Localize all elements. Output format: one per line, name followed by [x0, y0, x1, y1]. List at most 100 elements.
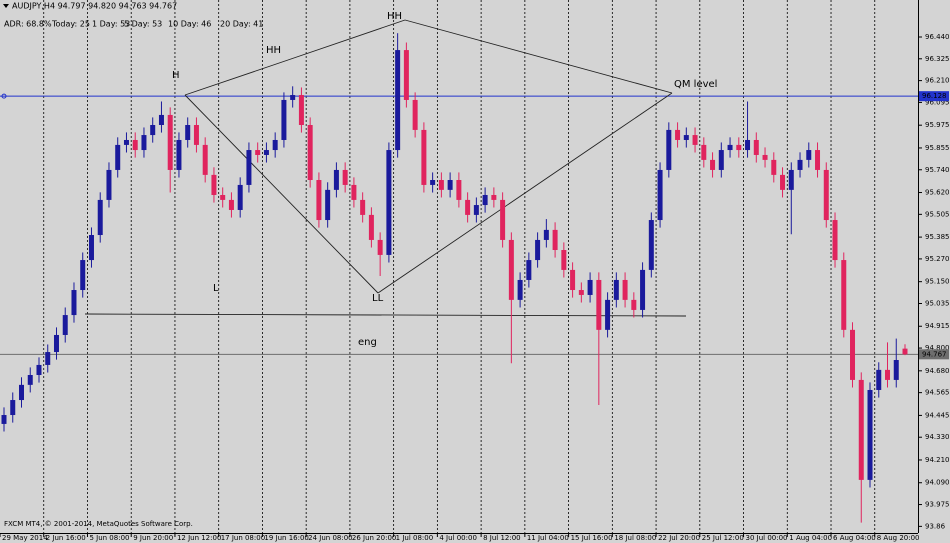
- candle-body: [62, 315, 68, 335]
- candle-body: [342, 169, 348, 185]
- y-tick-label: 94.330: [925, 433, 950, 441]
- x-tick-label: 24 Jun 08:00: [308, 534, 352, 542]
- candle-body: [421, 129, 427, 185]
- candle-body: [465, 199, 471, 215]
- x-tick-label: 6 Aug 04:00: [833, 534, 876, 542]
- candle-body: [45, 352, 51, 365]
- candle-body: [106, 169, 112, 200]
- x-tick-label: 18 Jul 08:00: [614, 534, 656, 542]
- candle-body: [648, 220, 654, 270]
- candle-body: [613, 279, 619, 300]
- candle-body: [150, 124, 156, 136]
- candle-body: [893, 360, 899, 380]
- candle-body: [88, 235, 94, 261]
- candle-body: [27, 374, 33, 385]
- candle-body: [683, 135, 689, 140]
- candle-body: [867, 389, 873, 480]
- candle-body: [605, 299, 611, 330]
- candle-body: [473, 205, 479, 215]
- candle-body: [727, 144, 733, 151]
- annotation: HH: [387, 11, 402, 22]
- symbol-icon: [3, 4, 9, 8]
- candle-body: [902, 348, 908, 355]
- candle-body: [788, 169, 794, 190]
- price-label: 96.128: [922, 92, 947, 100]
- candle-body: [841, 260, 847, 330]
- candle-body: [762, 154, 768, 160]
- candle-body: [10, 400, 16, 416]
- candle-body: [771, 159, 777, 175]
- anchor-point: [1, 93, 7, 99]
- candle-body: [797, 159, 803, 170]
- candle-body: [316, 180, 322, 221]
- candle-body: [176, 139, 182, 170]
- y-tick-label: 95.740: [925, 166, 950, 174]
- y-tick-label: 95.150: [925, 278, 950, 286]
- candle-body: [263, 150, 269, 155]
- y-tick-label: 95.270: [925, 255, 950, 263]
- candle-body: [815, 150, 821, 170]
- candle-body: [97, 199, 103, 236]
- candle-body: [858, 379, 864, 480]
- y-tick-label: 95.505: [925, 210, 950, 218]
- x-tick-label: 12 Jun 12:00: [177, 534, 221, 542]
- candle-body: [368, 214, 374, 240]
- candle-body: [237, 184, 243, 210]
- candle-body: [246, 150, 252, 185]
- candle-body: [307, 124, 313, 181]
- candle-body: [193, 124, 199, 145]
- candle-body: [561, 249, 567, 270]
- x-tick-label: 11 Jul 04:00: [527, 534, 569, 542]
- y-tick-label: 95.855: [925, 144, 950, 152]
- candle-body: [753, 139, 759, 155]
- y-tick-label: 96.095: [925, 98, 950, 106]
- trend-line: [84, 313, 687, 317]
- annotation: L: [213, 283, 219, 294]
- candle-body: [745, 139, 751, 151]
- candle-body: [631, 299, 637, 310]
- candle-body: [482, 194, 488, 206]
- x-tick-label: 19 Jun 16:00: [264, 534, 308, 542]
- candle-body: [710, 159, 716, 170]
- adr-item: Today: 25: [51, 20, 90, 29]
- candle-body: [508, 239, 514, 300]
- y-tick-label: 96.210: [925, 77, 950, 85]
- candle-body: [202, 144, 208, 175]
- y-tick-label: 94.210: [925, 456, 950, 464]
- adr-item: 20 Day: 41: [220, 20, 263, 29]
- candle-body: [115, 144, 121, 170]
- chart-title: AUDJPY,H4 94.797 94.820 94.763 94.767: [12, 2, 177, 11]
- candle-body: [360, 199, 366, 215]
- trend-line: [287, 19, 406, 61]
- candle-body: [491, 194, 497, 200]
- y-tick-label: 94.090: [925, 479, 950, 487]
- candle-body: [535, 239, 541, 261]
- footer: FXCM MT4, © 2001-2014, MetaQuotes Softwa…: [4, 520, 193, 528]
- x-tick-label: 4 Jul 00:00: [439, 534, 477, 542]
- candle-body: [736, 144, 742, 151]
- x-tick-label: 8 Aug 20:00: [877, 534, 920, 542]
- candle-body: [80, 260, 86, 291]
- y-tick-label: 94.800: [925, 344, 950, 352]
- candle-body: [141, 135, 147, 151]
- x-tick-label: 2 Jun 16:00: [46, 534, 86, 542]
- candle-body: [570, 269, 576, 291]
- candle-body: [298, 95, 304, 125]
- x-tick-label: 25 Jul 12:00: [702, 534, 744, 542]
- candle-body: [666, 129, 672, 170]
- candle-body: [885, 369, 891, 380]
- candle-body: [622, 279, 628, 300]
- y-tick-label: 93.975: [925, 501, 950, 509]
- candle-body: [657, 169, 663, 221]
- candle-body: [290, 95, 296, 100]
- annotation: eng: [358, 337, 377, 348]
- candle-body: [692, 135, 698, 145]
- candle-body: [456, 180, 462, 200]
- candle-body: [823, 169, 829, 221]
- x-tick-label: 8 Jul 12:00: [483, 534, 521, 542]
- candle-body: [543, 229, 549, 240]
- y-tick-label: 94.445: [925, 411, 950, 419]
